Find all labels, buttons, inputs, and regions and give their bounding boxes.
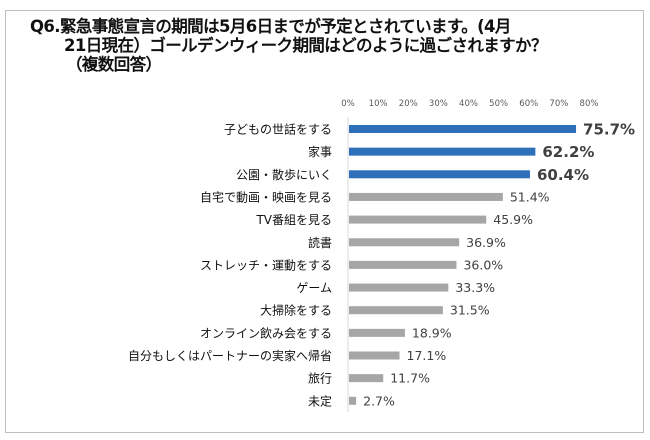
category-label: 家事 [308, 144, 332, 159]
x-tick-label: 60% [519, 99, 538, 109]
bar [349, 283, 449, 292]
bar [349, 351, 400, 360]
bar [349, 396, 357, 405]
chart-frame [5, 10, 644, 433]
category-label: 子どもの世話をする [224, 122, 332, 137]
data-label: 2.7% [363, 393, 395, 408]
data-label: 11.7% [390, 371, 430, 386]
category-label: 大掃除をする [260, 303, 332, 318]
data-label: 31.5% [450, 303, 490, 318]
bar [349, 260, 457, 269]
data-label: 36.0% [463, 257, 503, 272]
title-line-2: 21日現在）ゴールデンウィーク期間はどのように過ごされますか？ [64, 36, 547, 55]
x-tick-label: 20% [399, 99, 418, 109]
x-tick-label: 10% [369, 99, 388, 109]
bar [349, 147, 536, 156]
bar [349, 238, 460, 247]
data-label: 18.9% [412, 325, 452, 340]
category-label: オンライン飲み会をする [200, 325, 332, 340]
data-label: 33.3% [455, 280, 495, 295]
category-label: ストレッチ・運動をする [200, 258, 332, 272]
bar [349, 192, 503, 201]
title-line-3: （複数回答） [66, 55, 162, 74]
data-label: 60.4% [537, 166, 589, 184]
bar [349, 125, 577, 133]
data-label: 45.9% [493, 212, 533, 227]
bar [349, 170, 530, 179]
x-tick-label: 50% [489, 99, 508, 109]
bar [349, 215, 487, 224]
data-label: 36.9% [466, 235, 506, 250]
category-label: 旅行 [308, 372, 332, 386]
category-label: ゲーム [296, 281, 332, 295]
title-line-1: Q6.緊急事態宣言の期間は5月6日までが予定とされています。(4月 [30, 17, 511, 36]
x-tick-label: 40% [459, 99, 478, 109]
x-tick-label: 80% [580, 99, 599, 109]
category-label: 自宅で動画・映画を見る [200, 189, 332, 204]
data-label: 75.7% [583, 121, 635, 139]
category-label: TV番組を見る [255, 213, 332, 227]
x-tick-label: 70% [549, 99, 568, 109]
chart-title: Q6.緊急事態宣言の期間は5月6日までが予定とされています。(4月 21日現在）… [30, 17, 630, 74]
data-label: 17.1% [407, 348, 447, 363]
bar [349, 306, 443, 315]
category-label: 読書 [308, 235, 332, 250]
x-tick-label: 30% [429, 99, 448, 109]
x-tick-label: 0% [341, 99, 355, 109]
category-label: 未定 [308, 393, 332, 408]
category-label: 自分もしくはパートナーの実家へ帰省 [128, 348, 332, 363]
data-label: 51.4% [510, 189, 550, 204]
bar [349, 328, 405, 337]
bar [349, 374, 384, 383]
data-label: 62.2% [542, 143, 594, 161]
category-label: 公園・散歩にいく [236, 167, 332, 182]
